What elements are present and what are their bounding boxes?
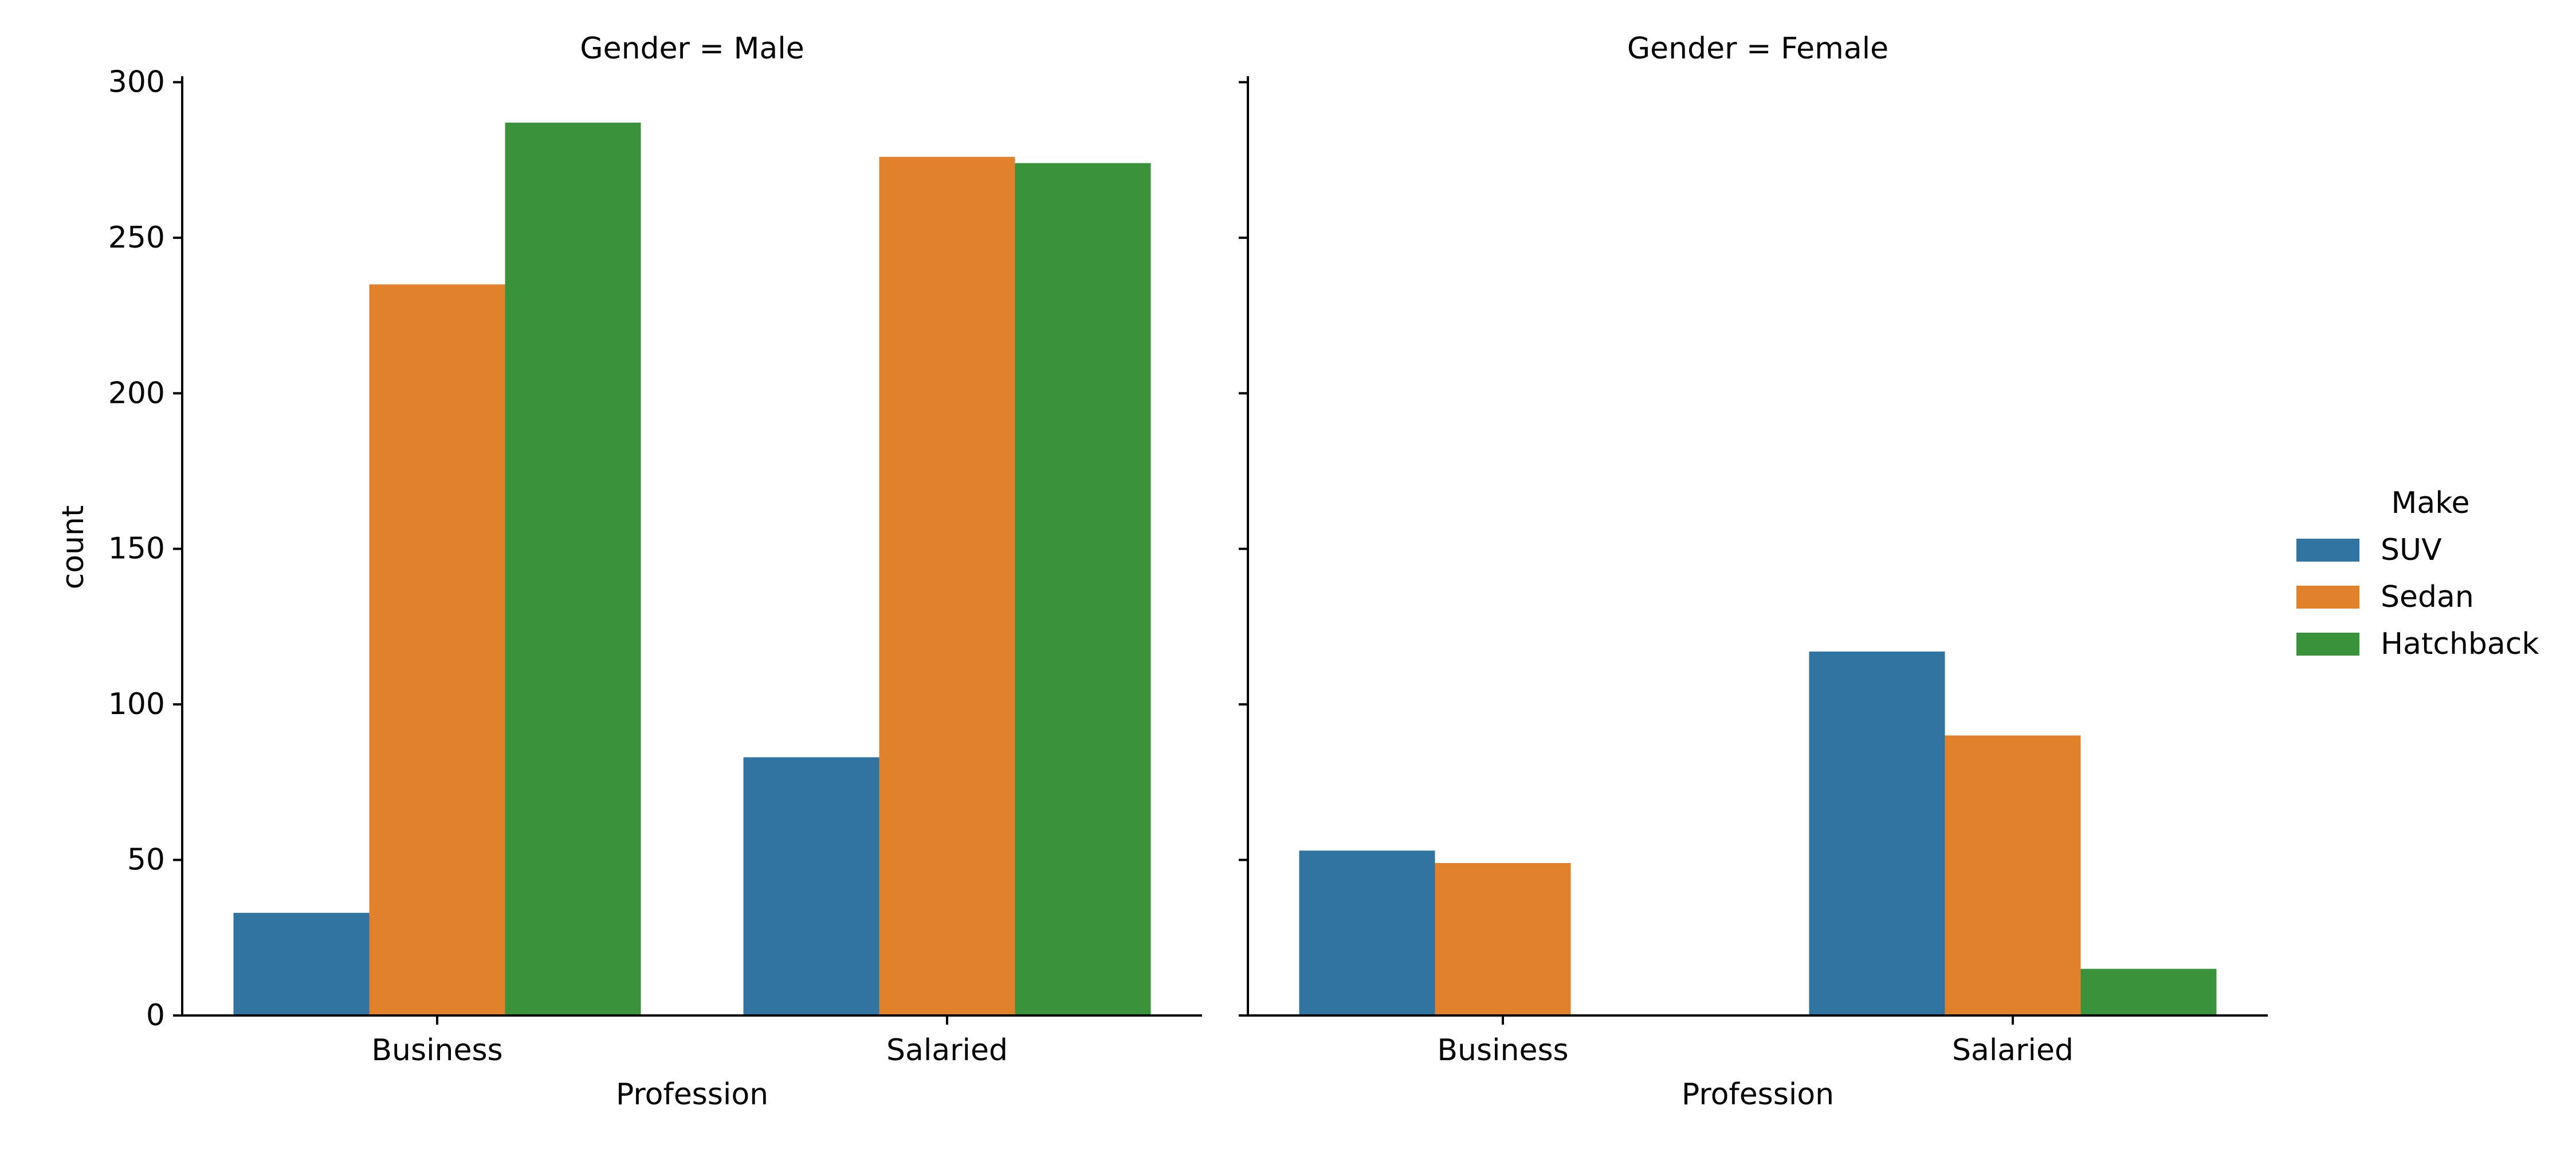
bar-suv-salaried-facet-2: [1809, 651, 1945, 1015]
y-tick-label: 50: [127, 843, 165, 877]
y-tick-label: 150: [108, 532, 165, 566]
legend-swatch-hatchback: [2296, 633, 2359, 656]
bar-hatchback-salaried-facet-1: [1015, 163, 1151, 1016]
bar-suv-salaried-facet-1: [743, 757, 879, 1015]
y-axis-label: count: [56, 505, 91, 590]
bar-hatchback-business-facet-1: [505, 123, 641, 1015]
bar-sedan-business-facet-1: [369, 284, 505, 1015]
bar-suv-business-facet-1: [233, 912, 370, 1015]
y-tick-label: 100: [108, 687, 165, 721]
bar-sedan-salaried-facet-1: [879, 156, 1015, 1016]
legend-swatch-sedan: [2296, 586, 2359, 609]
y-tick-label: 300: [108, 65, 165, 99]
x-axis-label: Profession: [616, 1077, 768, 1112]
legend-label-sedan: Sedan: [2381, 580, 2474, 614]
facet-title: Gender = Male: [580, 32, 804, 66]
bar-suv-business-facet-2: [1299, 850, 1435, 1015]
legend-title: Make: [2392, 486, 2470, 520]
facet-title: Gender = Female: [1627, 32, 1888, 66]
bar-sedan-salaried-facet-2: [1945, 735, 2081, 1015]
legend-label-suv: SUV: [2381, 533, 2442, 567]
x-tick-label: Business: [1437, 1033, 1568, 1068]
x-tick-label: Salaried: [1952, 1033, 2074, 1068]
y-tick-label: 200: [108, 376, 165, 410]
y-tick-label: 0: [146, 998, 165, 1033]
x-tick-label: Business: [371, 1033, 502, 1068]
x-axis-label: Profession: [1682, 1077, 1834, 1112]
legend-label-hatchback: Hatchback: [2381, 627, 2539, 661]
y-tick-label: 250: [108, 221, 165, 255]
legend-swatch-suv: [2296, 539, 2359, 562]
x-tick-label: Salaried: [886, 1033, 1008, 1068]
bar-sedan-business-facet-2: [1435, 863, 1571, 1015]
bar-hatchback-salaried-facet-2: [2080, 968, 2217, 1015]
